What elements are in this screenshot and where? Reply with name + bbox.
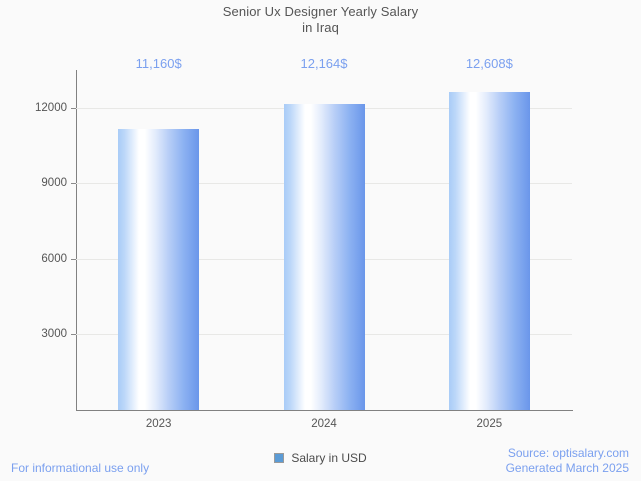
y-axis-tick-label: 6000	[41, 252, 67, 265]
bar-value-label: 12,164$	[300, 56, 348, 71]
y-axis-tick-label: 12000	[35, 101, 67, 114]
y-axis-tick	[71, 334, 76, 336]
plot-area: 3000 6000 9000 12000	[35, 70, 572, 410]
disclaimer-text: For informational use only	[11, 461, 150, 475]
legend-item-label: Salary in USD	[291, 451, 367, 465]
x-axis-tick-label: 2023	[145, 418, 172, 430]
y-axis-tick-label: 3000	[41, 328, 67, 341]
generated-text: Generated March 2025	[505, 461, 629, 475]
bar-value-label: 11,160$	[135, 56, 182, 71]
source-text: Source: optisalary.com	[507, 446, 629, 460]
chart-legend: Salary in USD	[0, 451, 641, 465]
x-axis-tick-label: 2025	[476, 418, 503, 430]
x-axis-line	[76, 410, 573, 411]
bar[interactable]	[283, 103, 365, 410]
bar[interactable]	[448, 92, 530, 410]
legend-swatch-icon	[274, 453, 285, 463]
x-axis-tick-label: 2024	[311, 418, 337, 430]
y-axis-tick	[71, 183, 76, 185]
bar[interactable]	[118, 128, 200, 410]
source-credit: Source: optisalary.com Generated March 2…	[506, 446, 629, 476]
bar-value-label: 12,608$	[465, 56, 513, 71]
y-axis-tick	[71, 258, 76, 260]
y-axis-tick-label: 9000	[41, 177, 67, 190]
chart-title-line2: in Iraq	[302, 20, 339, 35]
chart-title: Senior Ux Designer Yearly Salary in Iraq	[0, 4, 641, 36]
chart-title-line1: Senior Ux Designer Yearly Salary	[222, 4, 419, 19]
y-axis-tick	[71, 107, 76, 109]
y-axis-line	[76, 70, 77, 411]
